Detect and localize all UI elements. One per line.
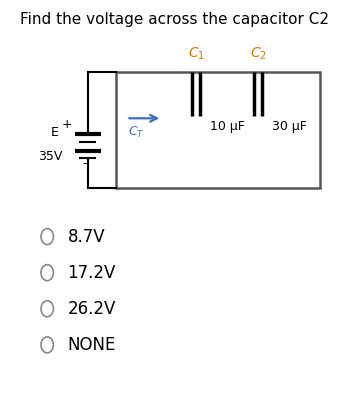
Text: 26.2V: 26.2V (67, 300, 116, 318)
Text: Find the voltage across the capacitor C2: Find the voltage across the capacitor C2 (20, 12, 329, 27)
Text: 8.7V: 8.7V (67, 228, 105, 245)
Text: 10 μF: 10 μF (210, 120, 245, 133)
Text: $C_1$: $C_1$ (188, 46, 205, 62)
Text: NONE: NONE (67, 336, 116, 354)
Text: $C_2$: $C_2$ (250, 46, 267, 62)
Text: 35V: 35V (38, 150, 62, 163)
Bar (116, 72, 320, 188)
Text: –: – (83, 157, 89, 170)
Text: $C_T$: $C_T$ (128, 125, 144, 140)
Text: 30 μF: 30 μF (272, 120, 307, 133)
Text: 17.2V: 17.2V (67, 264, 116, 282)
Text: E: E (50, 126, 58, 139)
Text: +: + (62, 118, 73, 131)
